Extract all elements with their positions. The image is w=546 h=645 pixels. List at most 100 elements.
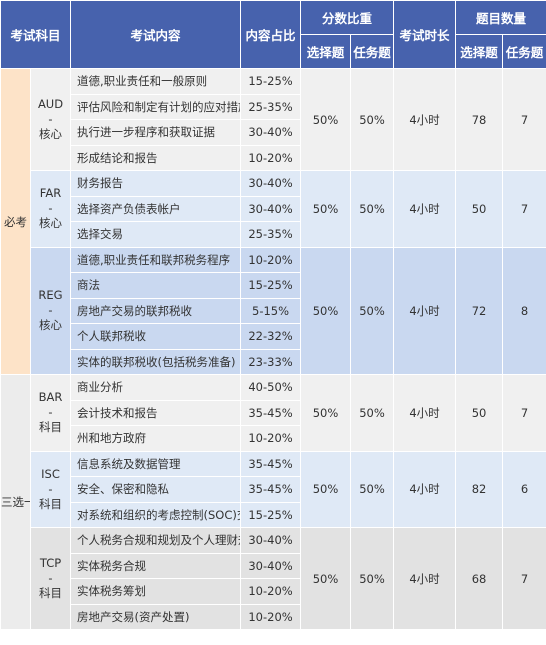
score-task-cell: 50% — [350, 374, 395, 452]
table-row: 选择交易 25-35% — [1, 221, 546, 248]
subject-label: 科目 — [39, 496, 62, 511]
subject-cell: TCP - 科目 — [29, 527, 72, 630]
ratio-cell: 35-45% — [240, 476, 302, 503]
subject-label: - — [48, 571, 53, 585]
ratio-cell: 25-35% — [240, 93, 302, 120]
table-row: ISC - 科目 信息系统及数据管理 35-45% 50% 50% 4小时 82 6 — [1, 450, 546, 528]
subject-label: 核心 — [39, 216, 62, 231]
subject-label: REG — [38, 288, 63, 303]
table-row: FAR - 核心 财务报告 30-40% 50% 50% 4小时 50 7 — [1, 170, 546, 248]
subject-label: BAR — [38, 390, 63, 405]
subject-label: AUD — [37, 97, 64, 111]
table-row: 安全、保密和隐私 35-45% — [1, 476, 546, 503]
count-choice-cell: 82 — [455, 450, 504, 528]
ratio-cell: 35-45% — [240, 399, 302, 426]
subject-label: 科目 — [39, 586, 62, 600]
topic-cell: 形成结论和报告 — [70, 144, 242, 171]
count-task-cell: 8 — [502, 246, 546, 375]
table-row: REG - 核心 道德,职业责任和联邦税务程序 10-20% 50% 50% 4小时 72 8 — [1, 246, 546, 375]
subject-label: TCP — [39, 556, 62, 570]
ratio-cell: 15-25% — [240, 272, 302, 299]
header-cell: 选择题 — [455, 34, 504, 69]
topic-cell: 评估风险和制定有计划的应对措施 — [70, 93, 242, 120]
count-choice-cell: 50 — [455, 170, 504, 248]
ratio-cell: 10-20% — [240, 425, 302, 452]
topic-cell: 信息系统及数据管理 — [70, 450, 242, 477]
table-row: 会计技术和报告 35-45% — [1, 399, 546, 426]
table-row: 房地产交易(资产处置) 10-20% — [1, 603, 546, 630]
table-row: 商法 15-25% — [1, 272, 546, 299]
table-body: 必考 AUD - 核心 道德,职业责任和一般原则 15-25% 50% 50% 4小时 78 7 评估… — [0, 68, 546, 630]
score-choice-cell: 50% — [300, 374, 352, 452]
topic-cell: 房地产交易(资产处置) — [70, 603, 242, 630]
topic-cell: 道德,职业责任和一般原则 — [70, 68, 242, 95]
score-task-cell: 50% — [350, 68, 395, 171]
ratio-cell: 15-25% — [240, 68, 302, 95]
topic-cell: 选择资产负债表帐户 — [70, 195, 242, 222]
ratio-cell: 15-25% — [240, 501, 302, 528]
subject-cell: AUD - 核心 — [29, 68, 72, 171]
count-task-cell: 7 — [502, 527, 546, 630]
table-row: 实体税务合规 30-40% — [1, 552, 546, 579]
header-cell: 任务题 — [350, 34, 395, 69]
header-cell: 分数比重 — [300, 0, 395, 35]
ratio-cell: 30-40% — [240, 170, 302, 197]
subject-cell: FAR - 核心 — [29, 170, 72, 248]
topic-cell: 实体税务筹划 — [70, 578, 242, 605]
count-choice-cell: 72 — [455, 246, 504, 375]
score-task-cell: 50% — [350, 246, 395, 375]
table-row: 评估风险和制定有计划的应对措施 25-35% — [1, 93, 546, 120]
topic-cell: 安全、保密和隐私 — [70, 476, 242, 503]
subject-label: 核心 — [39, 318, 62, 333]
count-choice-cell: 50 — [455, 374, 504, 452]
subject-label: - — [48, 481, 53, 496]
count-task-cell: 6 — [502, 450, 546, 528]
score-choice-cell: 50% — [300, 68, 352, 171]
subject-label: - — [48, 201, 53, 216]
table-row: 必考 AUD - 核心 道德,职业责任和一般原则 15-25% 50% 50% 4小时 78 7 — [0, 68, 546, 375]
subject-label: 核心 — [39, 127, 62, 141]
table-row: 个人联邦税收 22-32% — [1, 323, 546, 350]
ratio-cell: 10-20% — [240, 578, 302, 605]
header-cell: 考试内容 — [70, 0, 242, 69]
duration-cell: 4小时 — [393, 374, 457, 452]
topic-cell: 商法 — [70, 272, 242, 299]
duration-cell: 4小时 — [393, 527, 457, 630]
subject-cell: REG - 核心 — [29, 246, 72, 375]
header-cell: 考试科目 — [0, 0, 72, 69]
topic-cell: 对系统和组织的考虑控制(SOC)交战 — [70, 501, 242, 528]
table-row: 选择资产负债表帐户 30-40% — [1, 195, 546, 222]
header-cell: 内容占比 — [240, 0, 302, 69]
table-header: 考试科目 考试内容 内容占比 分数比重 考试时长 题目数量 选择题 任务题 选择… — [0, 0, 546, 69]
ratio-cell: 35-45% — [240, 450, 302, 477]
score-choice-cell: 50% — [300, 527, 352, 630]
ratio-cell: 23-33% — [240, 348, 302, 375]
exam-table: 考试科目 考试内容 内容占比 分数比重 考试时长 题目数量 选择题 任务题 选择… — [0, 0, 546, 630]
subject-label: - — [48, 112, 53, 126]
score-choice-cell: 50% — [300, 450, 352, 528]
score-choice-cell: 50% — [300, 170, 352, 248]
ratio-cell: 10-20% — [240, 144, 302, 171]
score-task-cell: 50% — [350, 527, 395, 630]
count-choice-cell: 78 — [455, 68, 504, 171]
topic-cell: 实体的联邦税收(包括税务准备) — [70, 348, 242, 375]
header-cell: 选择题 — [300, 34, 352, 69]
group-cell: 必考 — [0, 68, 31, 375]
topic-cell: 商业分析 — [70, 374, 242, 401]
ratio-cell: 10-20% — [240, 246, 302, 273]
score-choice-cell: 50% — [300, 246, 352, 375]
topic-cell: 会计技术和报告 — [70, 399, 242, 426]
topic-cell: 财务报告 — [70, 170, 242, 197]
topic-cell: 选择交易 — [70, 221, 242, 248]
group-cell: 三选一 — [0, 374, 31, 630]
ratio-cell: 30-40% — [240, 119, 302, 146]
ratio-cell: 30-40% — [240, 527, 302, 554]
ratio-cell: 40-50% — [240, 374, 302, 401]
score-task-cell: 50% — [350, 170, 395, 248]
ratio-cell: 5-15% — [240, 297, 302, 324]
table-row: 实体税务筹划 10-20% — [1, 578, 546, 605]
topic-cell: 房地产交易的联邦税收 — [70, 297, 242, 324]
ratio-cell: 30-40% — [240, 195, 302, 222]
